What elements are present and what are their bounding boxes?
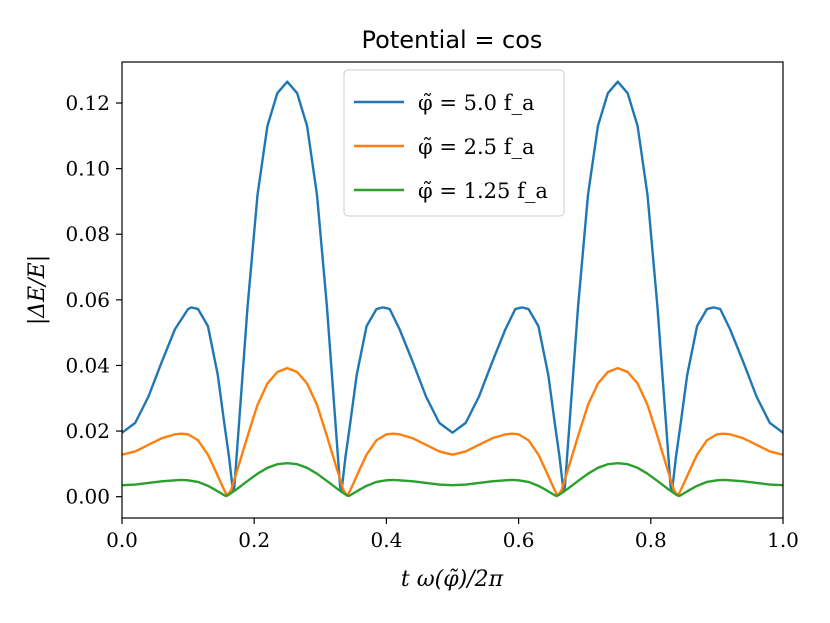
series-line-1 <box>122 366 783 497</box>
legend-label-1: φ̃ = 2.5 f_a <box>418 135 535 159</box>
y-axis: 0.00 0.02 0.04 0.06 0.08 0.10 0.12 <box>65 91 122 509</box>
series-line-0 <box>122 80 783 493</box>
legend-label-0: φ̃ = 5.0 f_a <box>418 91 535 115</box>
plot-area <box>122 80 783 498</box>
legend-label-2: φ̃ = 1.25 f_a <box>418 179 548 203</box>
y-tick-label: 0.00 <box>65 485 110 509</box>
x-tick-label: 0.6 <box>503 528 535 552</box>
y-tick-label: 0.10 <box>65 157 110 181</box>
chart-title: Potential = cos <box>362 26 543 54</box>
series-layer <box>122 80 783 498</box>
y-axis-label: |ΔE/E| <box>25 255 50 325</box>
legend: φ̃ = 5.0 f_a φ̃ = 2.5 f_a φ̃ = 1.25 f_a <box>343 69 565 217</box>
y-tick-label: 0.02 <box>65 419 110 443</box>
y-tick-label: 0.06 <box>65 288 110 312</box>
y-tick-label: 0.08 <box>65 222 110 246</box>
y-tick-label: 0.04 <box>65 353 110 377</box>
x-tick-label: 0.8 <box>635 528 667 552</box>
x-tick-label: 0.2 <box>238 528 270 552</box>
x-tick-label: 1.0 <box>767 528 799 552</box>
x-tick-label: 0.4 <box>370 528 402 552</box>
x-axis-label: t ω(φ̃)/2π <box>401 567 504 592</box>
x-tick-label: 0.0 <box>106 528 138 552</box>
x-axis: 0.0 0.2 0.4 0.6 0.8 1.0 <box>106 518 799 552</box>
plot-frame <box>121 61 784 519</box>
y-tick-label: 0.12 <box>65 91 110 115</box>
series-line-2 <box>122 462 783 498</box>
legend-frame <box>343 69 565 217</box>
